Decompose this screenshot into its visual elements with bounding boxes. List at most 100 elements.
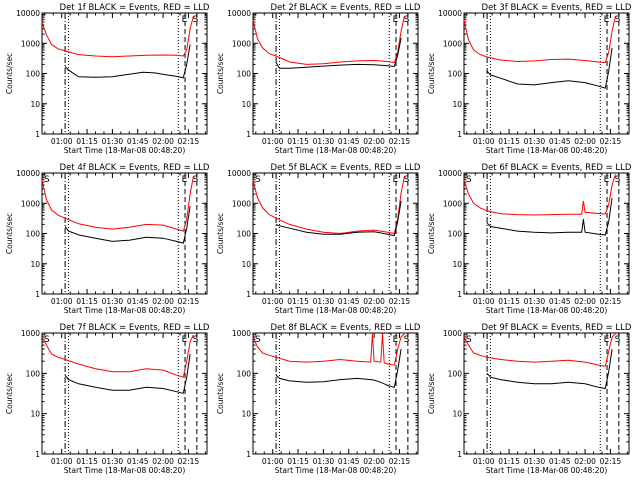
x-tick-label: 01:15 [287, 137, 309, 146]
event-marker-S: S [404, 15, 410, 25]
event-marker-S: S [466, 175, 472, 185]
series-lld-line [463, 15, 616, 64]
y-tick-label: 1000 [21, 39, 40, 48]
series-lld-line [252, 175, 405, 235]
x-tick-label: 02:00 [363, 457, 385, 466]
event-marker-E: E [604, 15, 610, 25]
event-marker-S: S [615, 335, 621, 345]
y-tick-label: 1 [35, 290, 40, 299]
x-tick-label: 02:00 [152, 457, 174, 466]
chart-title: Det 7f BLACK = Events, RED = LLD [60, 323, 210, 333]
x-axis-label: Start Time (18-Mar-08 00:48:20) [275, 146, 397, 155]
chart-title: Det 4f BLACK = Events, RED = LLD [60, 163, 210, 173]
x-tick-label: 02:15 [389, 457, 411, 466]
chart-title: Det 5f BLACK = Events, RED = LLD [271, 163, 421, 173]
y-axis: 1 10 100 1000 10000 [227, 9, 418, 139]
x-tick-label: 01:15 [498, 297, 520, 306]
panel-8: Det 8f BLACK = Events, RED = LLD 1 10 100 10… [216, 323, 421, 475]
event-marker-E: E [393, 15, 399, 25]
event-marker-S: S [44, 335, 50, 345]
series-events-line [64, 354, 191, 394]
series-events-line [64, 44, 191, 79]
y-tick-label: 10 [241, 410, 251, 419]
y-axis: 1 10 100 1000 10000 [16, 9, 207, 139]
x-tick-label: 02:00 [363, 137, 385, 146]
y-axis-label: Counts/sec [427, 53, 436, 94]
event-marker-E: E [604, 335, 610, 345]
panel-1: Det 1f BLACK = Events, RED = LLD 1 10 100 10… [5, 3, 210, 155]
y-axis-label: Counts/sec [427, 373, 436, 414]
x-axis: 01:00 01:15 01:30 01:45 02:00 02:15 [255, 13, 417, 146]
plot-frame [252, 332, 419, 455]
y-tick-label: 1000 [232, 199, 251, 208]
x-axis: 01:00 01:15 01:30 01:45 02:00 02:15 [44, 173, 206, 306]
y-tick-label: 10 [452, 100, 462, 109]
panel-5: Det 5f BLACK = Events, RED = LLD 1 10 100 10… [216, 163, 421, 315]
x-tick-label: 01:15 [287, 457, 309, 466]
x-tick-label: 01:30 [524, 457, 546, 466]
x-tick-label: 01:15 [76, 457, 98, 466]
chart-title: Det 3f BLACK = Events, RED = LLD [482, 3, 632, 13]
series-events-line [486, 197, 613, 236]
x-tick-label: 02:15 [178, 297, 200, 306]
series-events-line [275, 37, 402, 69]
y-tick-label: 100 [237, 70, 252, 79]
x-axis-label: Start Time (18-Mar-08 00:48:20) [486, 306, 608, 315]
x-tick-label: 01:00 [473, 457, 495, 466]
series-lld-line [41, 334, 194, 378]
y-tick-label: 10 [452, 260, 462, 269]
y-tick-label: 1 [246, 450, 251, 459]
x-tick-label: 01:00 [473, 297, 495, 306]
panel-7: Det 7f BLACK = Events, RED = LLD 1 10 100 10… [5, 323, 210, 475]
event-marker-E: E [182, 15, 188, 25]
y-tick-label: 100 [448, 230, 463, 239]
event-marker-E: E [604, 175, 610, 185]
series-lld-line [41, 175, 194, 232]
x-tick-label: 02:15 [389, 297, 411, 306]
x-tick-label: 01:00 [262, 297, 284, 306]
x-tick-label: 01:30 [524, 137, 546, 146]
event-marker-E: E [182, 175, 188, 185]
y-tick-label: 10 [30, 260, 40, 269]
x-tick-label: 02:15 [389, 137, 411, 146]
x-tick-label: 01:45 [549, 137, 571, 146]
series-lld-line [463, 174, 616, 216]
series-lld-line [252, 333, 405, 366]
series-lld-line [463, 333, 616, 367]
x-axis: 01:00 01:15 01:30 01:45 02:00 02:15 [44, 333, 206, 466]
x-tick-label: 01:30 [102, 137, 124, 146]
y-axis-label: Counts/sec [427, 213, 436, 254]
chart-title: Det 1f BLACK = Events, RED = LLD [60, 3, 210, 13]
x-axis-label: Start Time (18-Mar-08 00:48:20) [64, 146, 186, 155]
y-tick-label: 100 [26, 230, 41, 239]
x-axis-label: Start Time (18-Mar-08 00:48:20) [486, 146, 608, 155]
x-tick-label: 01:15 [76, 297, 98, 306]
x-tick-label: 01:00 [473, 137, 495, 146]
event-marker-S: S [255, 175, 261, 185]
y-tick-label: 1000 [21, 199, 40, 208]
chart-title: Det 9f BLACK = Events, RED = LLD [482, 323, 632, 333]
panel-9: Det 9f BLACK = Events, RED = LLD 1 10 100 10… [427, 323, 632, 475]
plot-frame [252, 12, 419, 135]
y-tick-label: 100 [237, 369, 252, 378]
event-marker-E: E [393, 335, 399, 345]
x-tick-label: 01:30 [524, 297, 546, 306]
y-tick-label: 10000 [227, 169, 251, 178]
chart-title: Det 8f BLACK = Events, RED = LLD [271, 323, 421, 333]
y-tick-label: 10000 [438, 169, 462, 178]
series-events-line [275, 200, 402, 237]
x-tick-label: 01:30 [313, 457, 335, 466]
x-tick-label: 02:00 [363, 297, 385, 306]
x-tick-label: 01:45 [338, 137, 360, 146]
y-tick-label: 1 [246, 290, 251, 299]
x-tick-label: 01:45 [338, 297, 360, 306]
y-tick-label: 10 [30, 410, 40, 419]
x-tick-label: 02:15 [600, 297, 622, 306]
panel-3: Det 3f BLACK = Events, RED = LLD 1 10 100 10… [427, 3, 632, 155]
x-tick-label: 01:30 [313, 297, 335, 306]
y-tick-label: 1000 [443, 39, 462, 48]
y-axis-label: Counts/sec [216, 373, 225, 414]
x-tick-label: 01:45 [127, 457, 149, 466]
